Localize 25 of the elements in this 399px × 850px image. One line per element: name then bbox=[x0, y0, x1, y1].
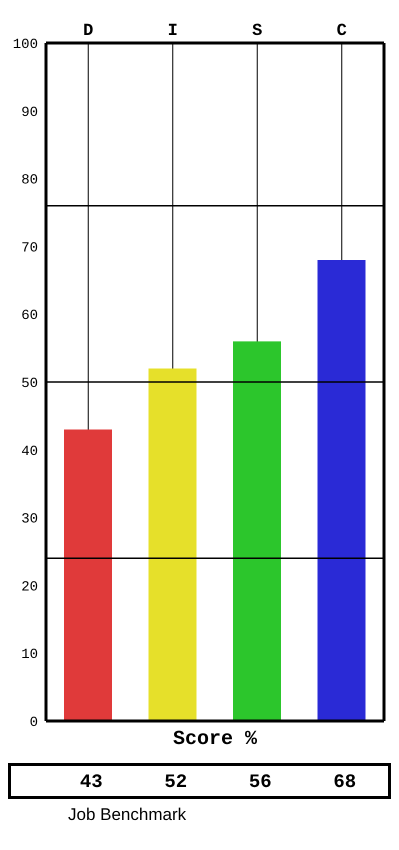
data-label: 68 bbox=[332, 771, 358, 793]
bar bbox=[318, 260, 366, 721]
x-tick-label: I bbox=[168, 22, 178, 41]
bar bbox=[148, 368, 196, 721]
y-tick-label: 10 bbox=[21, 647, 38, 664]
y-tick-label: 0 bbox=[30, 714, 38, 731]
y-tick-label: 50 bbox=[21, 376, 38, 392]
x-tick-label: S bbox=[252, 22, 262, 41]
x-tick-label: C bbox=[336, 22, 347, 41]
y-tick-label: 100 bbox=[12, 36, 38, 53]
y-tick-label: 20 bbox=[21, 579, 38, 596]
text: Job Benchmark bbox=[68, 805, 188, 825]
y-tick-label: 70 bbox=[21, 240, 38, 256]
data-label: 52 bbox=[163, 771, 188, 793]
bar bbox=[233, 341, 281, 721]
y-tick-label: 60 bbox=[21, 308, 38, 324]
x-tick-label: D bbox=[83, 22, 94, 41]
bar bbox=[64, 429, 112, 721]
x-axis-title: Score % bbox=[172, 728, 258, 751]
data-label: 56 bbox=[248, 771, 273, 793]
y-tick-label: 40 bbox=[21, 444, 38, 460]
y-tick-label: 80 bbox=[21, 172, 38, 189]
data-label: 43 bbox=[78, 771, 104, 793]
y-tick-label: 30 bbox=[21, 512, 38, 528]
y-tick-label: 90 bbox=[21, 104, 38, 121]
